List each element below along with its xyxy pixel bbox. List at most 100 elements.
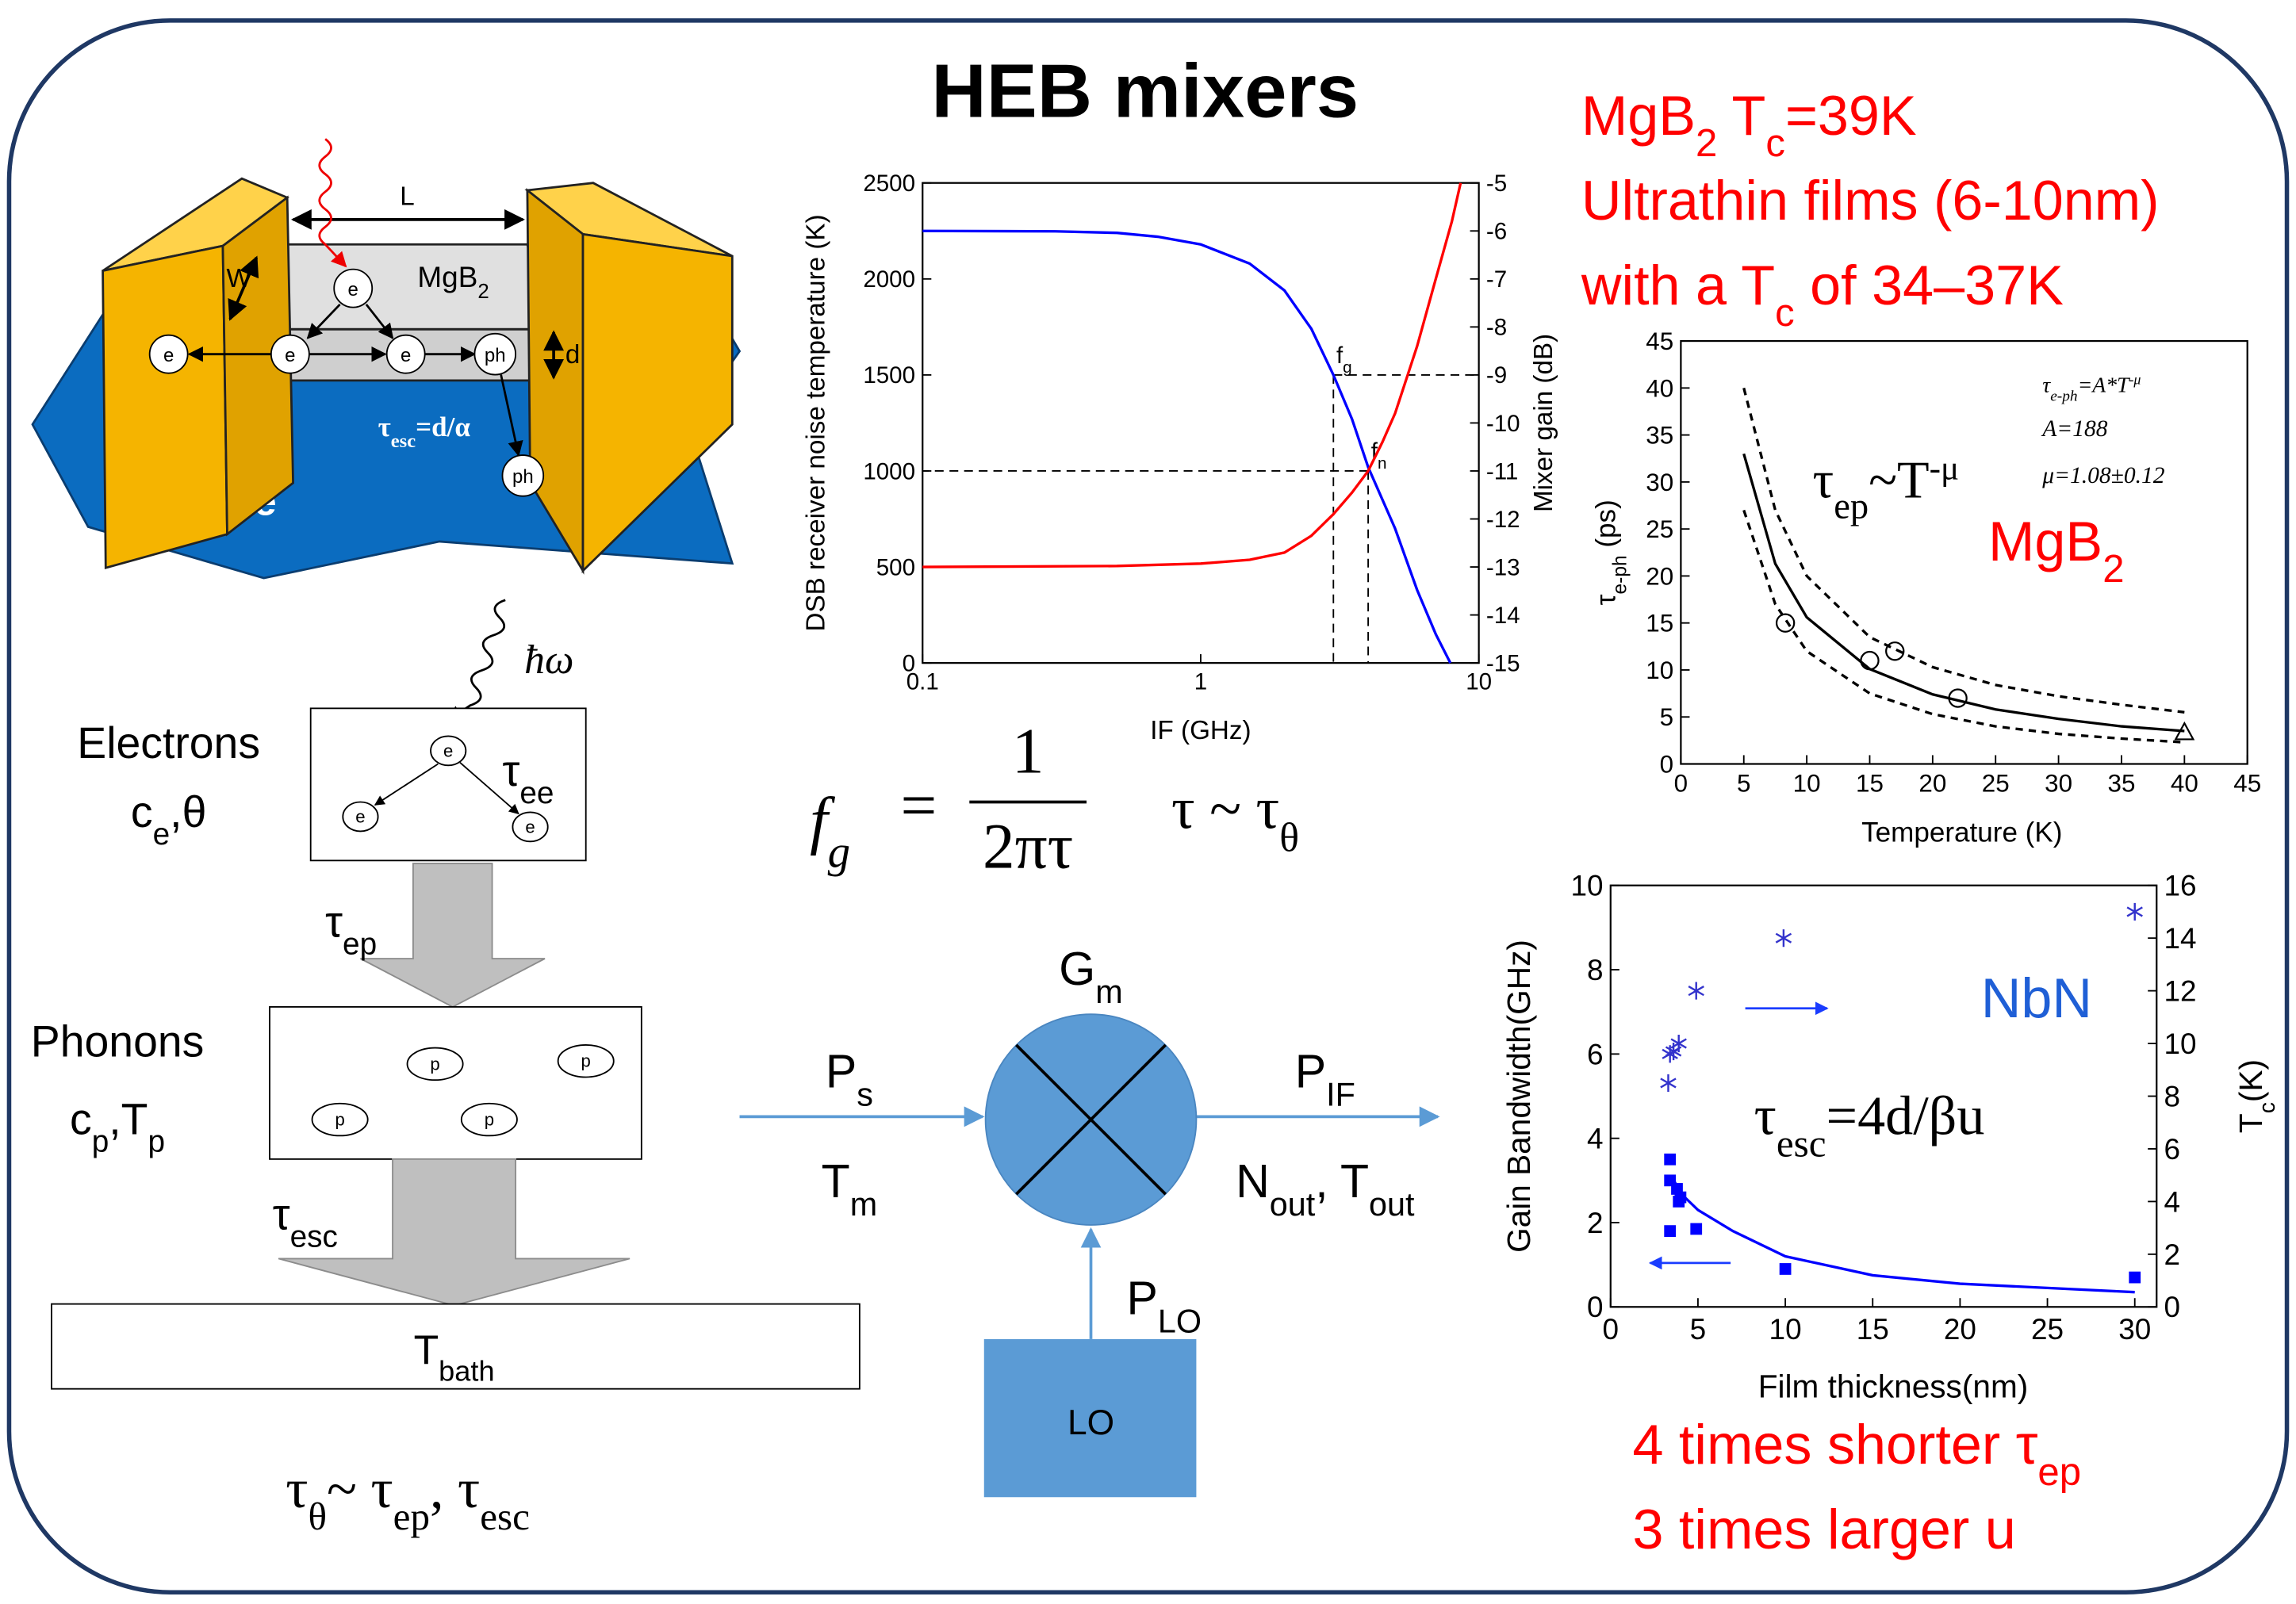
- formula-den: 2πτ: [983, 811, 1073, 882]
- text-part: G: [1059, 943, 1095, 995]
- text-part: m: [850, 1186, 877, 1223]
- esc-time: τesc: [273, 1189, 338, 1254]
- series-line: [1744, 510, 2185, 742]
- text-part: 2: [2102, 548, 2124, 591]
- model-label: τe-ph=A*T-μ: [2042, 372, 2141, 404]
- text-part: e-ph: [1609, 555, 1631, 594]
- text-part: =4d/βu: [1826, 1085, 1985, 1147]
- point: [1776, 929, 1791, 947]
- text-part: τ: [273, 1189, 290, 1238]
- x-axis-label: IF (GHz): [1150, 716, 1251, 745]
- text-part: , τ: [430, 1458, 480, 1520]
- text-part: p: [148, 1124, 166, 1158]
- text-part: e-ph: [2050, 388, 2077, 404]
- y2-tick-label: -14: [1486, 603, 1520, 629]
- text-part: s: [857, 1076, 873, 1112]
- text-part: P: [1127, 1273, 1158, 1325]
- bottom-notes: 4 times shorter τep 3 times larger u: [1632, 1414, 2081, 1560]
- x-tick-label: 25: [2031, 1313, 2064, 1346]
- text-part: c: [70, 1094, 92, 1143]
- text-part: τ: [286, 1458, 308, 1520]
- particle-label: e: [525, 817, 535, 836]
- text-part: MgB: [1988, 511, 2102, 572]
- text-part: g: [828, 827, 850, 877]
- y2-tick-label: 2: [2164, 1238, 2180, 1271]
- x-tick-label: 45: [2233, 770, 2261, 798]
- point: [1664, 1225, 1676, 1237]
- text-part: ep: [393, 1495, 430, 1538]
- text-part: esc: [391, 431, 416, 452]
- formula-num: 1: [1012, 716, 1045, 787]
- text-part: c: [2255, 1102, 2280, 1113]
- text-part: ep: [2037, 1451, 2081, 1494]
- gain-label: Gm: [1059, 943, 1122, 1010]
- x-tick-label: 40: [2171, 770, 2198, 798]
- x-tick-label: 15: [1857, 1313, 1889, 1346]
- mixer-diagram: LO Gm Ps Tm PIF Nout, Tout PLO: [740, 943, 1438, 1497]
- point: [1688, 982, 1704, 1000]
- text-part: MgB: [417, 261, 477, 293]
- particle-label: e: [443, 741, 453, 760]
- y-tick-label: 1500: [863, 362, 915, 389]
- text-part: τ: [1590, 594, 1621, 605]
- y-tick-label: 500: [876, 554, 915, 580]
- y2-tick-label: 4: [2164, 1185, 2180, 1218]
- y-tick-label: 20: [1646, 562, 1673, 590]
- y-tick-label: 1000: [863, 458, 915, 484]
- y2-tick-label: 6: [2164, 1133, 2180, 1166]
- input-label: Ps: [826, 1045, 873, 1112]
- ep-time: τep: [325, 897, 377, 960]
- thermal-model: ħω e e e Electrons ce,θ τee τep p p p p …: [31, 600, 860, 1538]
- text-part: IF: [1326, 1076, 1355, 1112]
- particle-label: p: [430, 1054, 439, 1074]
- note-line: with a Tc of 34–37K: [1581, 255, 2064, 335]
- phonons-params: cp,Tp: [70, 1094, 165, 1158]
- particle-label: p: [485, 1109, 494, 1129]
- text-part: with a T: [1581, 255, 1775, 316]
- text-part: ,θ: [170, 787, 206, 836]
- model-param: A=188: [2041, 416, 2107, 442]
- text-part: T: [414, 1326, 439, 1372]
- text-part: esc: [290, 1219, 338, 1254]
- time-relation: τθ~ τep, τesc: [286, 1458, 530, 1537]
- text-part: T: [1717, 85, 1765, 147]
- photon-label: ħω: [524, 637, 573, 683]
- text-part: m: [1095, 974, 1122, 1010]
- particle-label: e: [348, 279, 358, 301]
- text-part: =A*T: [2078, 373, 2131, 397]
- point: [1661, 1074, 1676, 1092]
- note-line: 3 times larger u: [1632, 1499, 2015, 1560]
- particle-label: ph: [485, 345, 506, 366]
- text-part: τ ~ τ: [1171, 776, 1279, 841]
- y-tick-label: 4: [1587, 1123, 1604, 1155]
- x-tick-label: 0: [1603, 1313, 1619, 1346]
- text-part: N: [1236, 1155, 1270, 1208]
- text-part: c: [131, 787, 153, 836]
- y2-tick-label: -13: [1486, 554, 1520, 580]
- input-temp-label: Tm: [822, 1155, 878, 1223]
- particle-label: e: [401, 345, 411, 366]
- y2-tick-label: -15: [1486, 650, 1520, 676]
- top-notes: MgB2 Tc=39K Ultrathin films (6-10nm) wit…: [1581, 85, 2160, 335]
- phonon-box: [270, 1007, 642, 1159]
- point: [1780, 1263, 1792, 1275]
- y2-tick-label: 14: [2164, 922, 2196, 955]
- x-tick-label: 35: [2108, 770, 2136, 798]
- y2-tick-label: 10: [2164, 1028, 2196, 1060]
- series-line: [1744, 454, 2185, 731]
- formula-eq: =: [901, 770, 937, 841]
- text-part: =39K: [1785, 85, 1917, 147]
- text-part: T: [822, 1155, 850, 1208]
- text-part: 2: [1696, 122, 1717, 165]
- y-tick-label: 5: [1660, 703, 1673, 731]
- y2-tick-label: -7: [1486, 266, 1507, 293]
- y-tick-label: 2500: [863, 170, 915, 197]
- text-part: MgB: [1581, 85, 1696, 147]
- y-tick-label: 25: [1646, 515, 1673, 543]
- slide: HEB mixers MgB2 Tc=39K Ultrathin films (…: [0, 0, 2296, 1604]
- formula-lhs: fg: [810, 784, 850, 876]
- y-tick-label: 0: [1660, 750, 1673, 778]
- text-part: -μ: [1930, 450, 1960, 487]
- annotation-label: fg: [1336, 343, 1352, 376]
